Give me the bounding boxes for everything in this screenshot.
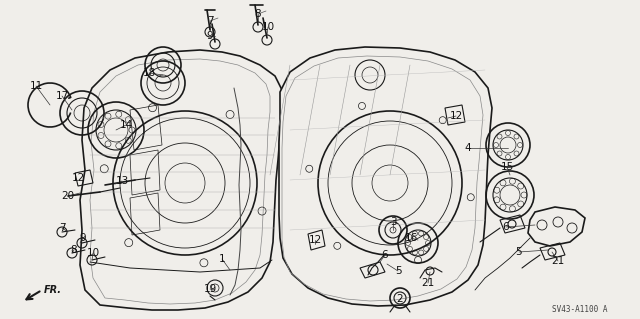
Text: 8: 8 xyxy=(255,9,261,19)
Text: 11: 11 xyxy=(29,81,43,91)
Text: 6: 6 xyxy=(381,250,388,260)
Text: 21: 21 xyxy=(552,256,564,266)
Text: SV43-A1100 A: SV43-A1100 A xyxy=(552,306,608,315)
Text: 21: 21 xyxy=(421,278,435,288)
Text: 12: 12 xyxy=(72,173,84,183)
Text: 10: 10 xyxy=(261,22,275,32)
Text: 5: 5 xyxy=(516,247,522,257)
Text: 13: 13 xyxy=(115,176,129,186)
Text: 2: 2 xyxy=(397,294,403,304)
Text: 16: 16 xyxy=(404,233,418,243)
Text: 1: 1 xyxy=(219,254,225,264)
Text: 8: 8 xyxy=(70,245,77,255)
Text: 7: 7 xyxy=(207,16,213,26)
Text: 10: 10 xyxy=(86,248,100,258)
Text: 20: 20 xyxy=(61,191,75,201)
Text: 5: 5 xyxy=(395,266,401,276)
Text: 7: 7 xyxy=(59,223,65,233)
Text: 18: 18 xyxy=(142,68,156,78)
Text: FR.: FR. xyxy=(44,285,62,295)
Text: 15: 15 xyxy=(500,162,514,172)
Text: 3: 3 xyxy=(390,217,396,227)
Text: 4: 4 xyxy=(465,143,471,153)
Polygon shape xyxy=(279,47,492,306)
Text: 12: 12 xyxy=(449,111,463,121)
Text: 6: 6 xyxy=(502,222,509,232)
Text: 14: 14 xyxy=(120,120,132,130)
Text: 17: 17 xyxy=(56,91,68,101)
Text: 9: 9 xyxy=(207,31,213,41)
Text: 9: 9 xyxy=(80,233,86,243)
Text: 19: 19 xyxy=(204,284,216,294)
Text: 12: 12 xyxy=(308,235,322,245)
Polygon shape xyxy=(80,50,283,310)
